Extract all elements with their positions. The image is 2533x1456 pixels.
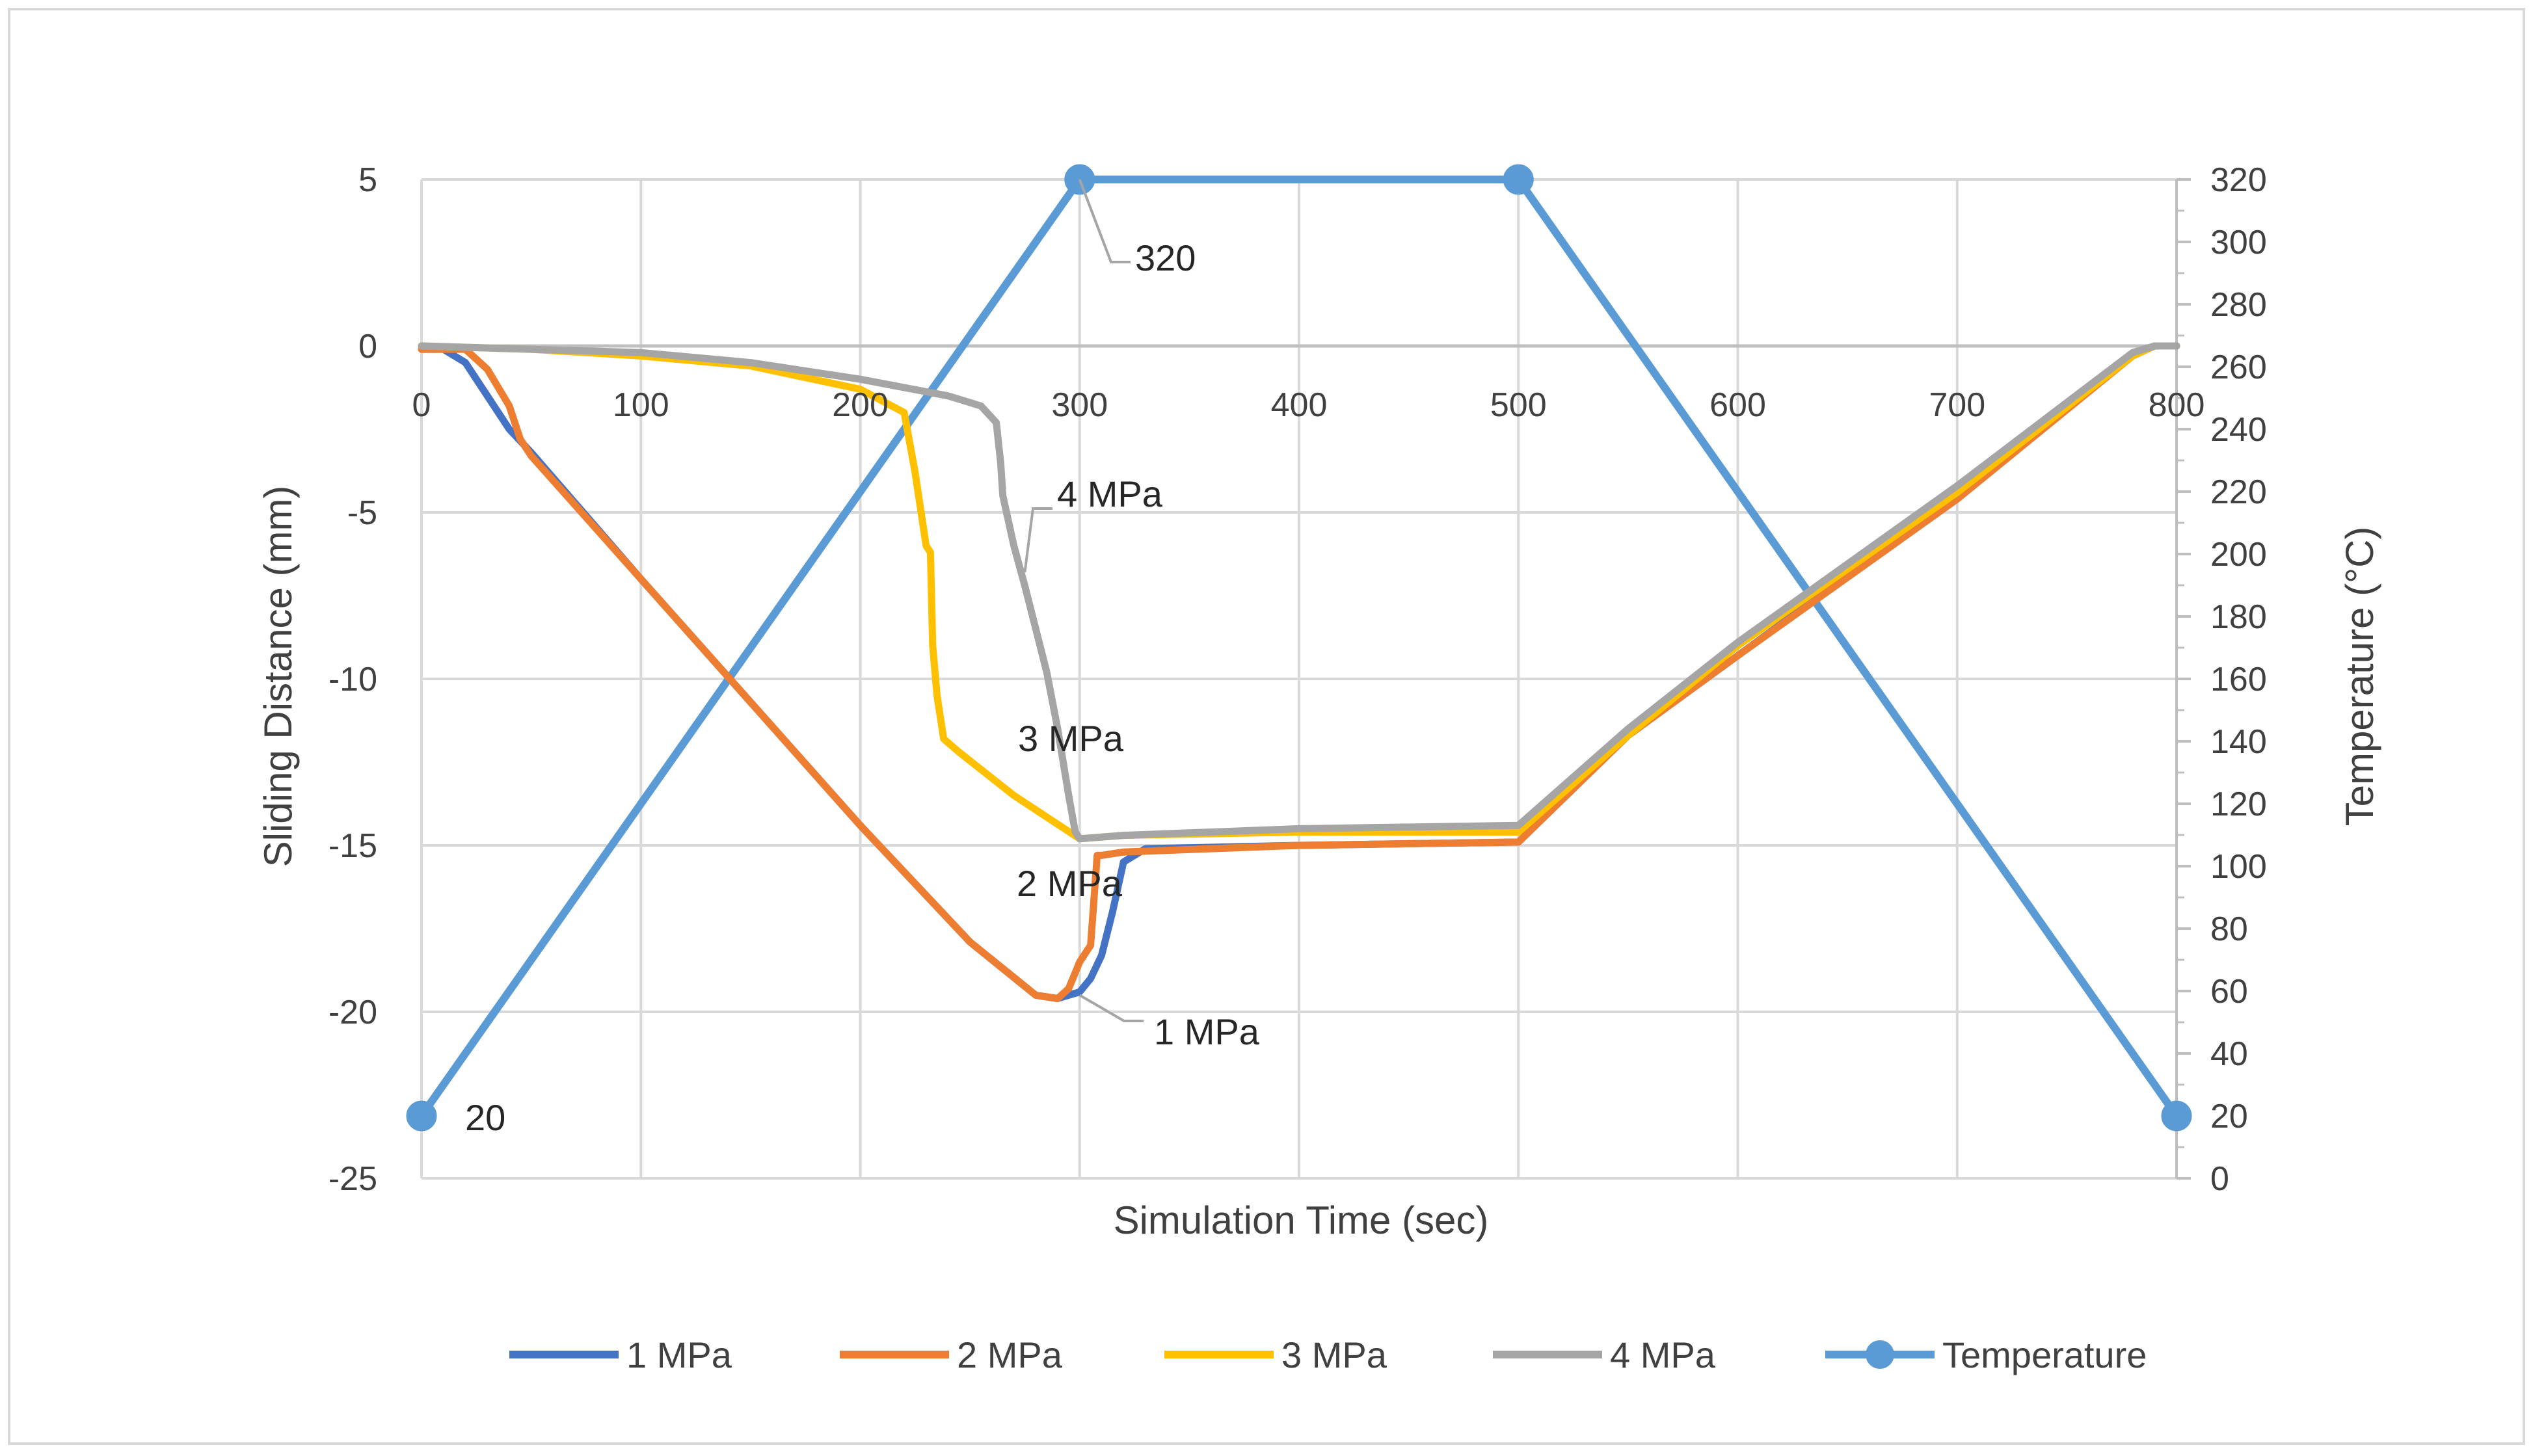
x-tick-label: 500 — [1490, 386, 1547, 424]
series-line-2-mpa — [418, 342, 2180, 1002]
legend-label: Temperature — [1942, 1334, 2147, 1375]
x-tick-label: 400 — [1271, 386, 1328, 424]
series-line-4-mpa — [418, 342, 2180, 843]
y2-tick-label: 200 — [2210, 536, 2267, 574]
y2-tick-label: 60 — [2210, 973, 2248, 1011]
y2-tick-label: 260 — [2210, 349, 2267, 386]
temperature-marker — [2161, 1100, 2192, 1132]
y2-tick-label: 220 — [2210, 473, 2267, 511]
data-annotations: 320 20 4 MPa 3 MPa 2 MPa 1 MPa — [465, 179, 1260, 1138]
x-tick-label: 600 — [1709, 386, 1766, 424]
y2-tick-label: 80 — [2210, 910, 2248, 948]
legend-label: 1 MPa — [626, 1334, 732, 1375]
y2-axis-title: Temperature (°C) — [2338, 527, 2381, 827]
annotation-label: 1 MPa — [1154, 1011, 1260, 1052]
x-tick-label: 100 — [613, 386, 669, 424]
x-tick-label: 300 — [1051, 386, 1108, 424]
y-tick-label: 0 — [358, 328, 377, 365]
x-tick-label: 800 — [2149, 386, 2205, 424]
y-tick-label: -20 — [328, 994, 377, 1031]
y2-tick-label: 0 — [2210, 1160, 2229, 1198]
legend-marker — [1866, 1340, 1894, 1369]
temperature-marker — [406, 1100, 437, 1132]
temperature-marker — [1503, 164, 1534, 195]
annotation-label: 20 — [465, 1097, 505, 1138]
x-tick-label: 700 — [1929, 386, 1985, 424]
y2-tick-label: 320 — [2210, 161, 2267, 199]
y-tick-label: -5 — [347, 494, 377, 532]
y-tick-label: -15 — [328, 827, 377, 865]
y-axis-title: Sliding Distance (mm) — [256, 486, 300, 867]
series-line-temperature — [418, 176, 2180, 1120]
series-group — [406, 164, 2192, 1132]
y-tick-label: -25 — [328, 1160, 377, 1198]
annotation-label: 4 MPa — [1057, 473, 1163, 514]
y2-tick-label: 180 — [2210, 598, 2267, 636]
y-tick-label: -10 — [328, 661, 377, 698]
chart-border — [8, 8, 2525, 1445]
y-tick-label: 5 — [358, 161, 377, 199]
x-tick-label: 0 — [412, 386, 431, 424]
x-tick-label: 200 — [832, 386, 889, 424]
legend[interactable]: 1 MPa 2 MPa 3 MPa 4 MPa Temperature — [509, 1334, 2147, 1375]
legend-label: 4 MPa — [1610, 1334, 1716, 1375]
annotation-label: 320 — [1135, 237, 1196, 278]
annotation-leader-line — [1023, 507, 1052, 573]
y2-tick-label: 20 — [2210, 1098, 2248, 1135]
annotation-label: 3 MPa — [1018, 718, 1124, 759]
annotation-label: 2 MPa — [1017, 863, 1123, 904]
legend-label: 2 MPa — [957, 1334, 1063, 1375]
y2-tick-label: 40 — [2210, 1035, 2248, 1073]
y2-tick-label: 300 — [2210, 224, 2267, 261]
y2-tick-label: 280 — [2210, 286, 2267, 324]
y2-tick-label: 240 — [2210, 411, 2267, 449]
tick-labels: 0 100 200 300 400 500 600 700 80050-5-10-15-20-2… — [328, 161, 2267, 1198]
annotation-leader-line — [1078, 179, 1131, 263]
y2-tick-label: 140 — [2210, 723, 2267, 761]
annotation-leader-line — [1079, 994, 1144, 1022]
y2-tick-label: 160 — [2210, 661, 2267, 698]
y2-tick-label: 120 — [2210, 786, 2267, 823]
x-axis-title: Simulation Time (sec) — [1114, 1198, 1489, 1242]
legend-label: 3 MPa — [1281, 1334, 1387, 1375]
y2-tick-label: 100 — [2210, 848, 2267, 886]
